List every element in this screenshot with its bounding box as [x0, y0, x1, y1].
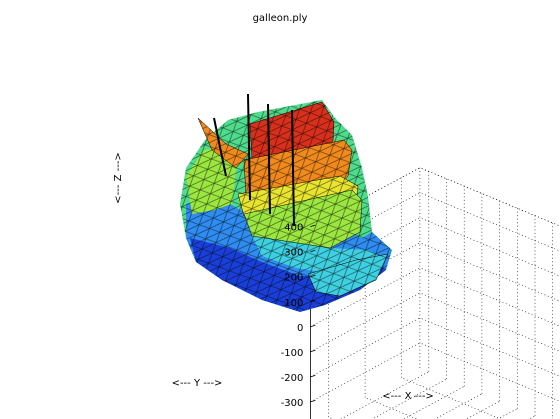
grid-line-z-back-wall	[419, 167, 560, 227]
z-tick-mark	[310, 224, 316, 227]
y-axis-label: <--- Y --->	[172, 378, 223, 389]
z-tick-label: 300	[284, 248, 303, 259]
box-top-edge	[419, 167, 560, 227]
z-tick-label: 100	[284, 298, 303, 309]
z-tick-mark	[310, 274, 316, 278]
z-tick-label: 0	[297, 323, 303, 334]
sail-lower-green-mesh	[244, 190, 362, 248]
grid-line-z-back-wall	[419, 242, 560, 302]
bow-sail-orange-mesh	[198, 118, 248, 168]
z-tick-mark	[310, 349, 316, 353]
mast-1	[247, 93, 251, 201]
mast-3	[291, 109, 295, 227]
mast-2	[267, 103, 271, 215]
z-tick-label: -200	[281, 373, 304, 384]
chart-title: galleon.ply	[253, 13, 308, 24]
z-tick-label: 200	[284, 273, 303, 284]
masts-group	[213, 93, 295, 227]
stern-sail-cyan-mesh	[308, 254, 388, 296]
mast-4	[213, 117, 227, 177]
z-tick-mark	[310, 375, 316, 378]
z-tick-mark	[310, 249, 316, 253]
z-tick-mark	[310, 400, 316, 403]
x-axis-label: <--- X --->	[382, 391, 434, 402]
z-axis-tick-labels: 400 300 200 100 0 -100 -200 -300	[281, 223, 316, 409]
z-axis-label: <--- Z --->	[113, 152, 124, 204]
grid-line-z-back-wall	[419, 317, 560, 377]
grid-line-z-back-wall	[419, 342, 560, 402]
galleon-surface	[180, 93, 392, 312]
z-tick-label: -300	[281, 398, 304, 409]
grid-line-z-back-wall	[419, 292, 560, 352]
z-tick-label: 400	[284, 223, 303, 234]
grid-line-z-back-wall	[419, 192, 560, 252]
grid-line-z-back-wall	[419, 217, 560, 277]
grid-line-y-floor	[465, 400, 500, 419]
sails-group	[197, 101, 389, 297]
z-tick-mark	[310, 299, 316, 303]
grid-line-y-floor	[497, 408, 518, 419]
z-tick-label: -100	[281, 348, 304, 359]
z-tick-mark	[310, 324, 316, 328]
grid-line-z-back-wall	[419, 267, 560, 327]
